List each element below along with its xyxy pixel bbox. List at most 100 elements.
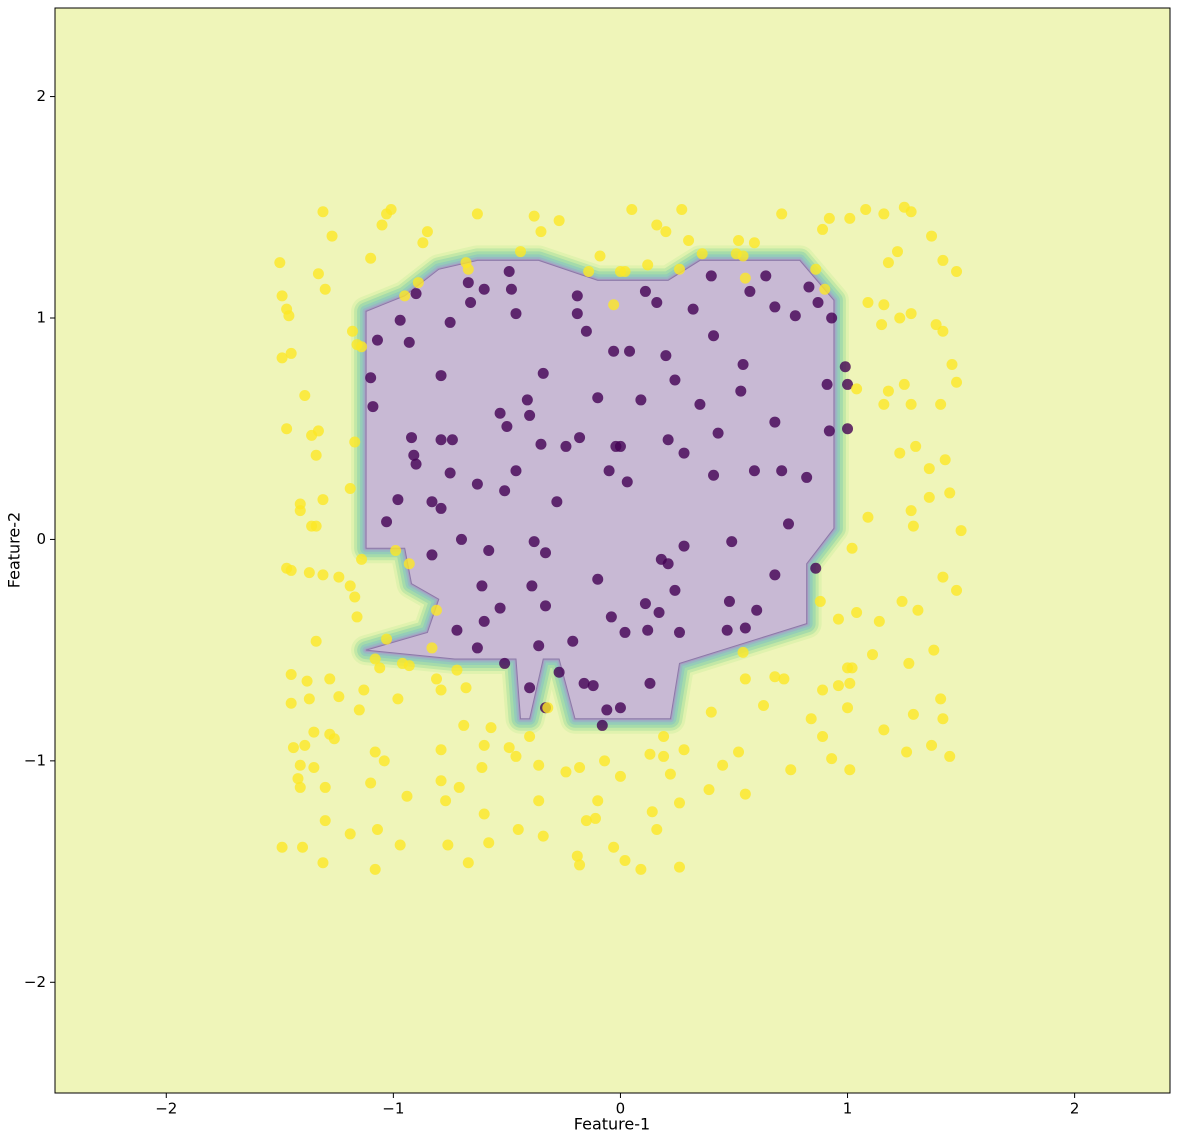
- point: [281, 423, 293, 435]
- point: [533, 759, 545, 771]
- point: [471, 478, 483, 490]
- point: [642, 624, 654, 636]
- point: [392, 494, 404, 506]
- point: [344, 828, 356, 840]
- point: [444, 316, 456, 328]
- point: [905, 398, 917, 410]
- point: [596, 719, 608, 731]
- point: [292, 773, 304, 785]
- point: [826, 753, 838, 765]
- point: [614, 770, 626, 782]
- point: [705, 706, 717, 718]
- point: [503, 742, 515, 754]
- point: [789, 310, 801, 322]
- point: [860, 204, 872, 215]
- point: [635, 394, 647, 406]
- point: [935, 398, 947, 410]
- point: [417, 237, 429, 249]
- point: [501, 421, 513, 432]
- point: [451, 624, 463, 636]
- y-tick-label: 0: [36, 530, 46, 548]
- point: [823, 212, 835, 224]
- point: [478, 739, 490, 751]
- point: [344, 580, 356, 592]
- decision-region: [351, 245, 849, 734]
- point: [358, 684, 370, 696]
- point: [378, 755, 390, 767]
- point: [712, 427, 724, 439]
- point: [503, 266, 515, 277]
- point: [905, 505, 917, 517]
- point: [651, 219, 663, 231]
- point: [535, 226, 547, 238]
- point: [483, 837, 495, 849]
- point: [403, 558, 415, 570]
- point: [435, 370, 447, 382]
- point: [451, 664, 463, 676]
- point: [644, 748, 656, 760]
- point: [769, 569, 781, 581]
- point: [535, 438, 547, 450]
- point: [533, 640, 545, 652]
- point: [619, 626, 631, 638]
- point: [574, 762, 586, 773]
- point: [703, 784, 715, 796]
- point: [821, 378, 833, 390]
- point: [708, 330, 720, 342]
- point: [635, 863, 647, 875]
- point: [946, 359, 958, 370]
- y-tick-label: 2: [36, 87, 46, 105]
- point: [369, 746, 381, 758]
- point: [614, 440, 626, 452]
- point: [603, 465, 615, 477]
- point: [299, 739, 311, 751]
- point: [553, 215, 565, 227]
- point: [905, 206, 917, 218]
- point: [844, 677, 856, 689]
- point: [955, 525, 967, 537]
- point: [399, 290, 411, 302]
- point: [619, 855, 631, 866]
- point: [683, 235, 695, 246]
- point: [583, 266, 595, 277]
- point: [349, 436, 361, 448]
- point: [285, 697, 297, 709]
- point: [455, 533, 467, 545]
- point: [410, 458, 422, 470]
- point: [810, 562, 822, 574]
- point: [344, 483, 356, 494]
- point: [353, 704, 365, 716]
- point: [744, 285, 756, 297]
- x-tick-label: 0: [616, 1100, 626, 1118]
- point: [465, 297, 477, 308]
- point: [435, 434, 447, 446]
- point: [907, 708, 919, 720]
- point: [673, 797, 685, 809]
- point: [651, 824, 663, 835]
- point: [639, 285, 651, 297]
- point: [478, 615, 490, 627]
- point: [939, 454, 951, 466]
- point: [328, 733, 340, 745]
- point: [739, 673, 751, 685]
- point: [510, 750, 522, 762]
- point: [317, 206, 329, 218]
- point: [369, 653, 381, 665]
- point: [823, 425, 835, 437]
- point: [319, 283, 331, 295]
- axes: −2 −1 0 1 2 −2 −1 0 1 2: [24, 87, 1080, 1117]
- point: [944, 750, 956, 762]
- point: [421, 226, 433, 238]
- point: [937, 325, 949, 337]
- point: [435, 502, 447, 514]
- point: [346, 325, 358, 337]
- point: [778, 673, 790, 685]
- point: [898, 378, 910, 390]
- point: [528, 536, 540, 548]
- point: [901, 746, 913, 758]
- point: [319, 815, 331, 827]
- point: [542, 702, 554, 714]
- point: [285, 347, 297, 359]
- point: [658, 750, 670, 762]
